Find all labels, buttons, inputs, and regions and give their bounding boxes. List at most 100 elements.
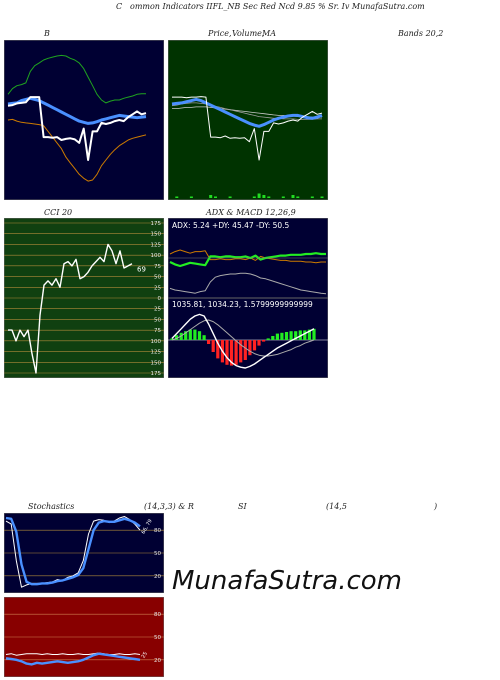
cci-tick-label: 100 xyxy=(151,339,162,345)
volume-bar xyxy=(214,196,217,198)
macd-histogram-bar xyxy=(271,336,275,340)
macd-histogram-bar xyxy=(193,329,197,340)
macd-histogram-bar xyxy=(197,331,202,340)
price-volume-ma-panel xyxy=(168,40,328,200)
rsi-smooth-line xyxy=(5,652,141,666)
macd-signal-line xyxy=(171,319,315,357)
rsi-last-label: 25 xyxy=(141,651,149,660)
bb-lower-band xyxy=(7,118,147,182)
ma-label: MA xyxy=(262,29,276,38)
stoch-tick-label: 50 xyxy=(154,551,161,557)
cci-tick-label: 75 xyxy=(154,264,161,270)
stoch-d-line xyxy=(5,516,141,586)
bollinger-panel xyxy=(4,40,164,200)
macd-histogram-bar xyxy=(312,328,316,340)
bb-middle-band xyxy=(7,96,147,125)
macd-histogram-bar xyxy=(239,340,243,363)
volume-bar xyxy=(310,196,314,198)
cci-tick-label: 0 xyxy=(158,296,162,302)
stoch-tick-label: 80 xyxy=(154,528,161,534)
rsi-tick-label: 80 xyxy=(154,612,161,618)
cci-tick-label: 100 xyxy=(151,253,162,259)
macd-panel: 1035.81, 1034.23, 1.5799999999999 xyxy=(168,298,328,378)
volume-bar xyxy=(296,196,300,198)
macd-histogram-bar xyxy=(202,335,206,340)
price-label: Price, xyxy=(208,29,232,38)
watermark: MunafaSutra.com xyxy=(172,566,403,596)
bb-price-line xyxy=(7,96,147,161)
macd-histogram-bar xyxy=(184,331,188,340)
cci-tick-label: 50 xyxy=(154,317,161,323)
cci-tick-label: 25 xyxy=(154,307,161,313)
macd-histogram-bar xyxy=(248,340,252,356)
cci-tick-label: 175 xyxy=(151,221,162,227)
ma-mid-line xyxy=(171,102,322,120)
volume-bar xyxy=(281,196,285,198)
bands-label: Bands 20,2 xyxy=(398,29,444,38)
cci-tick-label: 25 xyxy=(154,285,161,291)
macd-histogram-bar xyxy=(266,338,270,340)
adx-line xyxy=(169,272,327,295)
stoch-label-c: SI xyxy=(238,502,247,511)
macd-histogram-bar xyxy=(294,331,298,340)
macd-histogram-bar xyxy=(280,332,284,340)
volume-label: Volume, xyxy=(232,29,265,38)
ma-short-line xyxy=(171,97,323,128)
cci-tick-label: 175 xyxy=(151,371,162,377)
cci-last-label: 69 xyxy=(137,265,146,273)
adx-macd-label: ADX & MACD 12,26,9 xyxy=(206,208,296,217)
macd-histogram-bar xyxy=(229,340,234,366)
macd-histogram-bar xyxy=(275,333,279,340)
cci-tick-label: 150 xyxy=(151,232,162,238)
macd-histogram-bar xyxy=(234,340,238,365)
macd-histogram-bar xyxy=(307,329,311,340)
macd-histogram-bar xyxy=(262,340,266,342)
rsi-tick-label: 50 xyxy=(154,635,161,641)
macd-histogram-bar xyxy=(303,330,307,340)
cci-tick-label: 50 xyxy=(154,275,161,281)
cci-panel: 175 150 125 100 75 50 25 0 25 50 75 100 125 150 175 69 xyxy=(4,218,164,378)
stoch-label-e: ) xyxy=(434,502,438,511)
rsi-tick-label: 20 xyxy=(154,658,161,664)
cci-label: CCI 20 xyxy=(44,208,73,217)
rsi-panel: 80 50 20 25 xyxy=(4,597,164,677)
volume-bar xyxy=(252,196,256,198)
volume-bar xyxy=(320,196,324,198)
header-left: C xyxy=(116,2,123,11)
plus-dy-line xyxy=(169,252,326,268)
volume-bar xyxy=(262,195,266,198)
volume-bar xyxy=(257,193,261,198)
rsi-line xyxy=(5,652,141,656)
macd-histogram-bar xyxy=(207,340,211,344)
adx-readout: ADX: 5.24 +DY: 45.47 -DY: 50.5 xyxy=(172,221,290,230)
bb-label: B xyxy=(44,29,50,38)
volume-bar xyxy=(291,195,295,198)
price-line xyxy=(172,96,323,161)
macd-histogram-bar xyxy=(289,331,293,340)
volume-bar xyxy=(209,195,213,198)
macd-histogram-bar xyxy=(252,340,257,351)
macd-histogram-bar xyxy=(298,330,302,340)
macd-histogram-bar xyxy=(188,329,192,340)
volume-bar xyxy=(189,196,193,198)
macd-histogram-bar xyxy=(243,340,247,360)
macd-histogram-bar xyxy=(211,340,215,352)
cci-tick-label: 125 xyxy=(151,242,162,248)
cci-tick-label: 125 xyxy=(151,350,162,356)
cci-line xyxy=(8,243,133,374)
cci-tick-label: 150 xyxy=(151,360,162,366)
stoch-label-b: (14,3,3) & R xyxy=(144,502,194,511)
macd-histogram-bar xyxy=(257,340,261,346)
stoch-k-line xyxy=(5,516,141,588)
macd-line xyxy=(171,313,315,369)
macd-histogram-bar xyxy=(175,335,179,340)
macd-histogram-bar xyxy=(225,340,229,365)
macd-histogram-bar xyxy=(170,338,174,340)
macd-histogram-bar xyxy=(216,340,220,359)
volume-bar xyxy=(228,196,232,198)
stoch-label-d: (14,5 xyxy=(326,502,347,511)
volume-bar xyxy=(175,196,179,198)
macd-readout: 1035.81, 1034.23, 1.5799999999999 xyxy=(172,300,313,309)
volume-bar xyxy=(267,196,271,198)
